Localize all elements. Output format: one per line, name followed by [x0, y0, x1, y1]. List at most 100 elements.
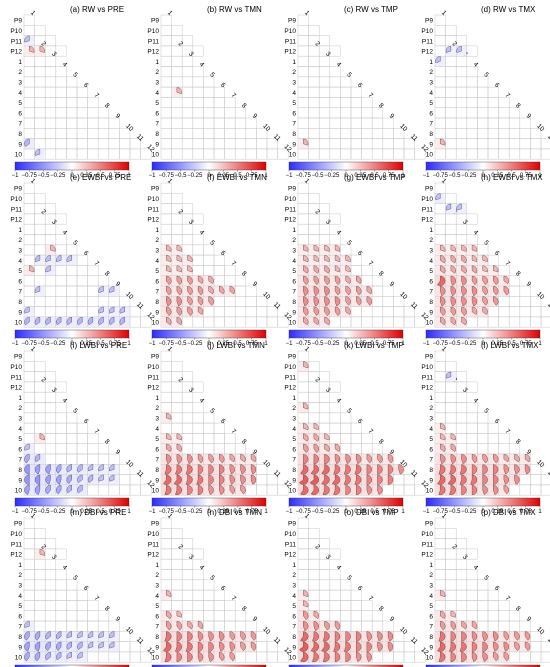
grid-cell — [224, 128, 236, 139]
row-label: P10 — [147, 364, 159, 371]
grid-cell — [466, 381, 478, 393]
grid-cell — [55, 86, 67, 98]
grid-cell — [23, 234, 35, 246]
grid-cell — [171, 117, 183, 129]
colorbar-tick-label: 0.25 — [354, 173, 366, 179]
grid-cell — [445, 391, 457, 403]
colorbar-tick-label: −0.25 — [324, 173, 340, 179]
grid-cell — [487, 306, 499, 318]
column-label: 10 — [535, 123, 545, 133]
grid-cell — [160, 422, 172, 434]
grid-cell — [97, 484, 110, 496]
grid-cell — [160, 234, 172, 246]
colorbar-tick-label: −0.75 — [296, 509, 312, 515]
correlation-mark — [313, 621, 319, 632]
correlation-mark — [313, 286, 319, 297]
grid-cell — [318, 422, 331, 434]
row-label: 6 — [18, 110, 22, 117]
row-label: P12 — [284, 385, 296, 392]
grid-cell — [160, 86, 172, 98]
column-label: 5 — [482, 407, 490, 415]
grid-cell — [340, 412, 352, 424]
column-label: 9 — [525, 112, 533, 120]
grid-cell — [297, 148, 309, 160]
column-label: 7 — [230, 595, 238, 603]
correlation-mark — [66, 255, 72, 262]
grid-cell — [455, 55, 468, 67]
column-label: 5 — [71, 239, 79, 247]
row-label: 7 — [18, 624, 22, 631]
correlation-mark — [461, 306, 467, 316]
grid-cell — [393, 651, 405, 663]
correlation-mark — [98, 631, 104, 639]
row-label: 3 — [429, 416, 433, 423]
column-label: 1 — [303, 177, 311, 185]
grid-cell — [487, 610, 499, 622]
grid-cell — [160, 45, 172, 57]
chart-panel: (h) EWBI vs TMXP9P10P11P1212345678910123… — [421, 173, 550, 347]
row-label: 2 — [292, 405, 296, 412]
column-label: 5 — [345, 71, 353, 79]
grid-cell — [181, 579, 194, 591]
column-label: 4 — [472, 397, 480, 405]
grid-cell — [519, 138, 531, 150]
column-label: 9 — [388, 615, 396, 623]
grid-cell — [434, 117, 446, 129]
grid-cell — [508, 620, 521, 632]
row-label: 8 — [155, 131, 159, 138]
correlation-mark — [334, 306, 341, 316]
correlation-mark — [313, 610, 319, 619]
grid-cell — [445, 548, 457, 560]
column-label: 1 — [166, 512, 174, 520]
grid-cell — [234, 610, 247, 622]
correlation-mark — [313, 423, 319, 430]
grid-cell — [181, 412, 194, 424]
grid-cell — [245, 620, 257, 632]
grid-cell — [340, 128, 352, 139]
grid-cell — [44, 443, 57, 455]
grid-cell — [340, 97, 352, 108]
row-label: 2 — [429, 405, 433, 412]
colorbar-tick-label: −0.25 — [461, 341, 477, 347]
row-label: P9 — [151, 18, 159, 25]
correlation-mark — [461, 265, 467, 274]
column-label: 2 — [177, 543, 185, 551]
grid-cell — [171, 412, 183, 424]
correlation-mark — [34, 631, 41, 641]
grid-cell — [44, 306, 57, 318]
grid-cell — [34, 600, 46, 611]
grid-cell — [466, 569, 478, 581]
correlation-mark — [24, 454, 30, 464]
correlation-mark — [300, 464, 309, 475]
grid-cell — [308, 117, 320, 129]
grid-cell — [318, 391, 331, 403]
grid-cell — [308, 76, 320, 88]
column-label: 7 — [504, 92, 512, 100]
row-label: 5 — [18, 603, 22, 610]
grid-cell — [76, 275, 88, 287]
grid-cell — [498, 265, 510, 276]
grid-cell — [340, 620, 352, 632]
correlation-mark — [24, 474, 30, 485]
correlation-mark — [176, 443, 182, 452]
correlation-mark — [310, 641, 319, 652]
row-label: 1 — [155, 395, 159, 402]
grid-cell — [466, 443, 478, 455]
grid-cell — [171, 558, 183, 570]
grid-cell — [76, 86, 88, 98]
correlation-mark — [34, 286, 41, 293]
grid-cell — [350, 306, 362, 318]
colorbar-tick-label: 0.25 — [80, 341, 92, 347]
correlation-mark — [377, 485, 383, 495]
correlation-mark — [303, 306, 309, 316]
correlation-mark — [45, 255, 51, 262]
grid-cell — [350, 443, 362, 455]
correlation-mark — [66, 641, 72, 650]
correlation-mark — [438, 464, 446, 475]
grid-cell — [97, 296, 110, 307]
grid-cell — [224, 296, 236, 307]
column-label: 11 — [135, 301, 145, 311]
grid-cell — [224, 316, 236, 328]
correlation-mark — [345, 485, 351, 496]
correlation-mark — [87, 641, 94, 649]
